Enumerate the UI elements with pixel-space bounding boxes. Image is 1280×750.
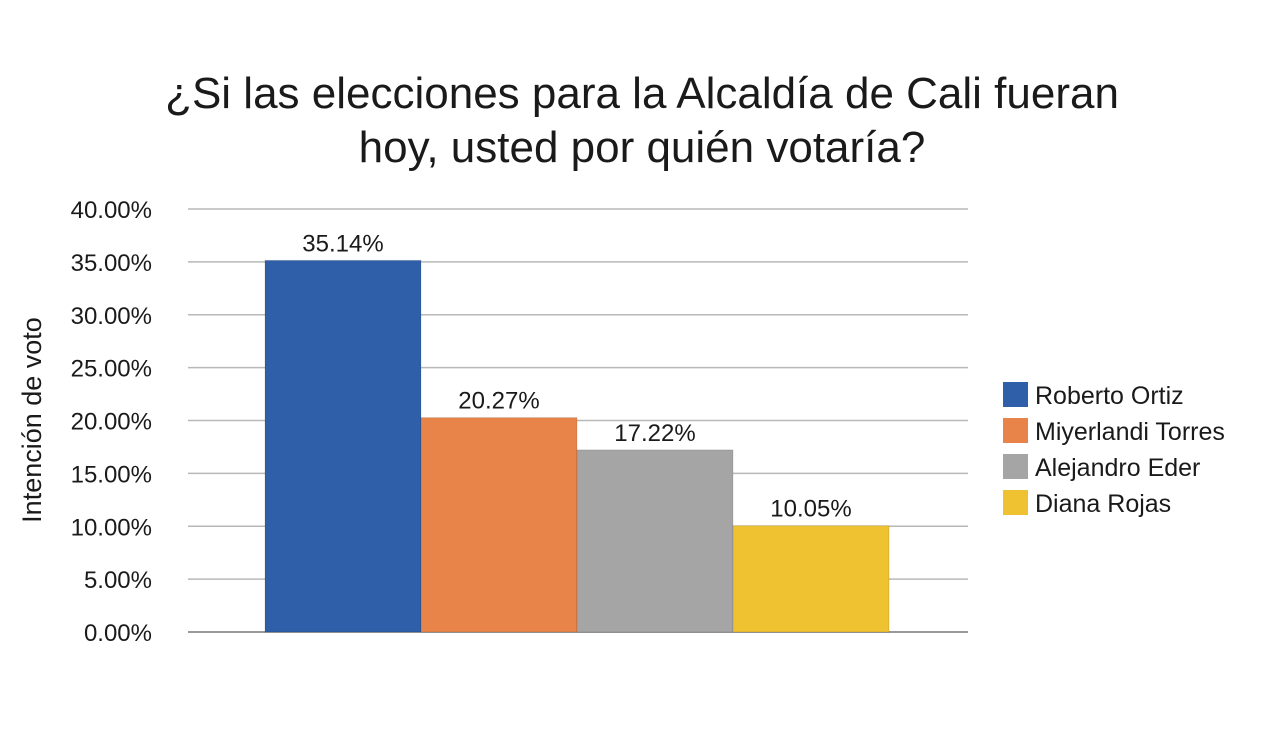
legend-label: Miyerlandi Torres	[1035, 418, 1225, 446]
y-tick-label: 30.00%	[71, 303, 152, 330]
bar	[264, 259, 422, 633]
legend-swatch	[1003, 454, 1028, 479]
y-tick-label: 5.00%	[84, 567, 152, 594]
bar	[576, 449, 734, 633]
y-tick-label: 20.00%	[71, 409, 152, 436]
legend-label: Diana Rojas	[1035, 490, 1171, 518]
legend-swatch	[1003, 418, 1028, 443]
legend-label: Alejandro Eder	[1035, 454, 1200, 482]
y-tick-label: 25.00%	[71, 356, 152, 383]
legend-swatch	[1003, 382, 1028, 407]
y-tick-label: 10.00%	[71, 514, 152, 541]
bar	[420, 417, 578, 633]
legend: Roberto Ortiz Miyerlandi Torres Alejandro …	[1003, 382, 1225, 518]
y-tick-label: 35.00%	[71, 250, 152, 277]
data-labels: 35.14% 20.27% 17.22% 10.05%	[302, 230, 851, 522]
chart-title-line-1: ¿Si las elecciones para la Alcaldía de C…	[165, 69, 1119, 118]
y-tick-label: 40.00%	[71, 197, 152, 224]
y-axis-title: Intención de voto	[17, 317, 47, 523]
chart-title: ¿Si las elecciones para la Alcaldía de C…	[165, 69, 1119, 172]
legend-label: Roberto Ortiz	[1035, 382, 1184, 410]
data-label: 10.05%	[770, 496, 851, 523]
y-tick-label: 0.00%	[84, 620, 152, 647]
legend-swatch	[1003, 490, 1028, 515]
y-axis-ticks: 0.00% 5.00% 10.00% 15.00% 20.00% 25.00% 30.00%…	[71, 197, 152, 647]
bar	[732, 525, 890, 633]
data-label: 20.27%	[458, 388, 539, 415]
bars	[264, 259, 890, 633]
chart-title-line-2: hoy, usted por quién votaría?	[359, 123, 926, 172]
data-label: 35.14%	[302, 230, 383, 257]
y-tick-label: 15.00%	[71, 461, 152, 488]
data-label: 17.22%	[614, 420, 695, 447]
